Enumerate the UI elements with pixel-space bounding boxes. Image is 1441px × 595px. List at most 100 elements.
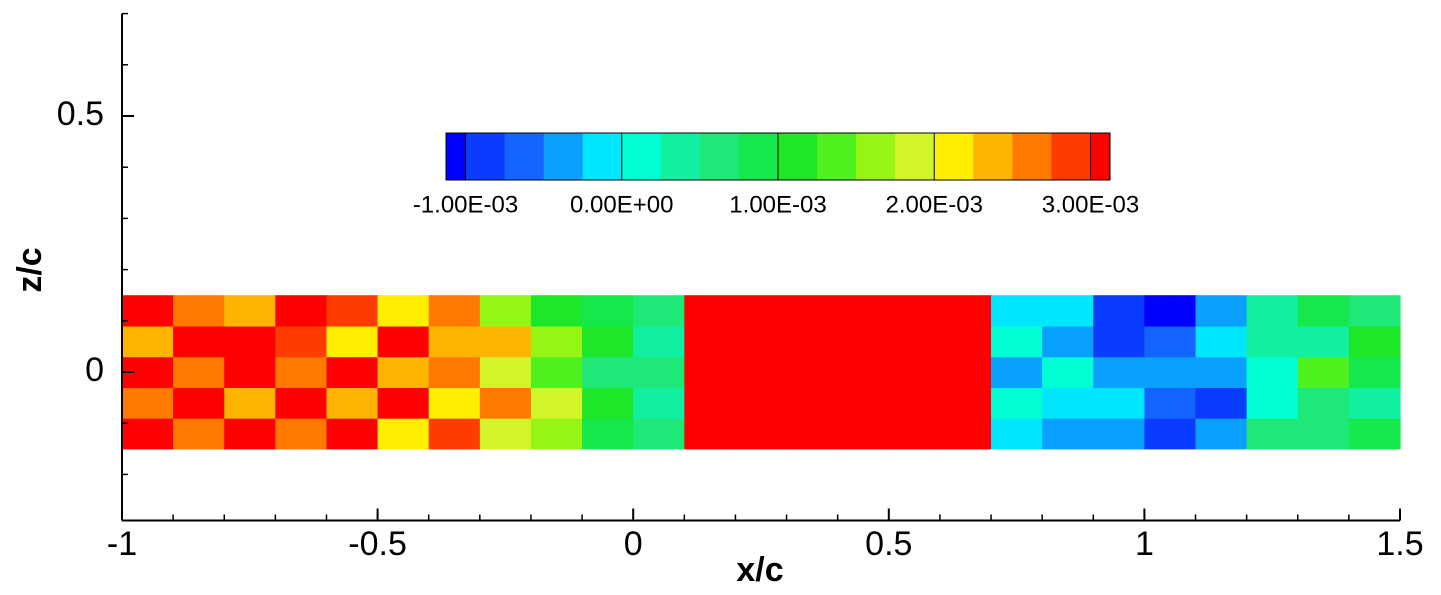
contour-cell <box>888 418 941 450</box>
contour-cell <box>991 418 1043 450</box>
contour-cell <box>1246 295 1299 327</box>
contour-cell <box>1195 325 1248 358</box>
contour-cell <box>837 356 890 388</box>
contour-cell <box>1144 325 1197 358</box>
contour-cell <box>530 418 583 450</box>
contour-cell <box>684 387 737 419</box>
contour-cell <box>939 356 992 388</box>
colorbar-tick-label: 0.00E+00 <box>570 191 673 218</box>
contour-cell <box>1348 387 1401 419</box>
contour-cell <box>479 387 532 419</box>
contour-cell <box>1144 387 1197 419</box>
contour-cell <box>428 295 481 327</box>
contour-cell <box>991 325 1043 358</box>
contour-cell <box>275 356 328 388</box>
contour-cell <box>428 418 481 450</box>
contour-cell <box>275 295 328 327</box>
contour-cell <box>275 418 328 450</box>
contour-cell <box>735 387 788 419</box>
contour-cell <box>582 387 634 419</box>
contour-cell <box>1246 418 1299 450</box>
contour-cell <box>991 356 1043 388</box>
x-tick-label: 1.5 <box>1376 525 1423 563</box>
contour-cell <box>582 356 634 388</box>
contour-cell <box>837 295 890 327</box>
contour-cell <box>735 325 788 358</box>
contour-cell <box>735 418 788 450</box>
contour-cell <box>173 325 225 358</box>
contour-cell <box>786 418 839 450</box>
contour-field <box>122 295 1401 450</box>
contour-cell <box>1042 295 1094 327</box>
contour-cell <box>428 387 481 419</box>
contour-cell <box>582 418 634 450</box>
contour-cell <box>1093 356 1145 388</box>
contour-cell <box>582 325 634 358</box>
contour-cell <box>735 356 788 388</box>
colorbar-box <box>973 133 1013 180</box>
contour-cell <box>1195 356 1248 388</box>
colorbar-box <box>1090 133 1111 180</box>
colorbar-box <box>738 133 779 180</box>
colorbar-box <box>817 133 857 180</box>
contour-cell <box>1348 325 1401 358</box>
contour-cell <box>888 387 941 419</box>
contour-cell <box>1195 418 1248 450</box>
contour-cell <box>786 295 839 327</box>
contour-cell <box>684 295 737 327</box>
colorbar-box <box>778 133 818 180</box>
contour-cell <box>1348 295 1401 327</box>
colorbar-box <box>699 133 740 180</box>
contour-cell <box>530 356 583 388</box>
contour-cell <box>1144 295 1197 327</box>
contour-cell <box>377 418 430 450</box>
colorbar-tick-label: -1.00E-03 <box>413 191 518 218</box>
contour-cell <box>275 325 328 358</box>
contour-cell <box>888 356 941 388</box>
contour-cell <box>122 295 174 327</box>
colorbar-box <box>660 133 701 180</box>
contour-cell <box>1042 418 1094 450</box>
contour-cell <box>173 356 225 388</box>
contour-cell <box>939 418 992 450</box>
contour-cell <box>224 295 276 327</box>
contour-cell <box>1093 295 1145 327</box>
contour-cell <box>735 295 788 327</box>
contour-cell <box>888 295 941 327</box>
contour-cell <box>633 418 685 450</box>
contour-cell <box>224 325 276 358</box>
contour-cell <box>991 387 1043 419</box>
contour-cell <box>1297 295 1350 327</box>
contour-cell <box>837 418 890 450</box>
contour-cell <box>377 325 430 358</box>
contour-cell <box>633 387 685 419</box>
contour-cell <box>1093 325 1145 358</box>
colorbar-box <box>1051 133 1091 180</box>
contour-cell <box>428 325 481 358</box>
contour-cell <box>1297 387 1350 419</box>
colorbar-box <box>446 133 467 180</box>
contour-cell <box>1144 356 1197 388</box>
colorbar-box <box>1012 133 1052 180</box>
colorbar-tick-label: 2.00E-03 <box>886 191 983 218</box>
colorbar-box <box>895 133 935 180</box>
contour-cell <box>1042 356 1094 388</box>
contour-cell <box>684 418 737 450</box>
contour-cell <box>991 295 1043 327</box>
colorbar-box <box>934 133 974 180</box>
contour-cell <box>1042 387 1094 419</box>
contour-cell <box>326 387 379 419</box>
contour-cell <box>173 295 225 327</box>
colorbar-box <box>582 133 623 180</box>
axes: -1 -0.5 0 0.5 1 1.5 0 0.5 <box>57 12 1424 563</box>
contour-cell <box>530 387 583 419</box>
colorbar-box <box>856 133 896 180</box>
x-tick-label: 1 <box>1135 525 1154 563</box>
contour-cell <box>173 418 225 450</box>
contour-cell <box>1246 387 1299 419</box>
colorbar-box <box>465 133 506 180</box>
contour-cell <box>786 387 839 419</box>
contour-cell <box>1246 356 1299 388</box>
contour-cell <box>1348 418 1401 450</box>
